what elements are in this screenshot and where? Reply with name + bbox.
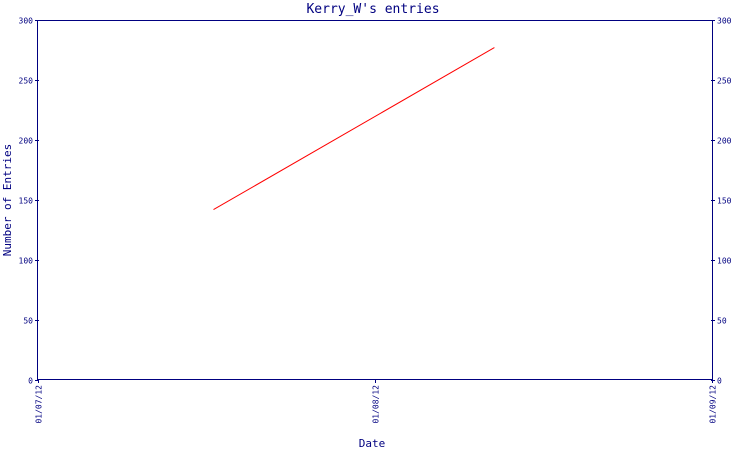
series-line-0 xyxy=(213,47,495,211)
y-tick-label-right: 50 xyxy=(717,317,727,326)
y-axis-left: 0 50 100 150 200 250 300 xyxy=(19,17,39,386)
plot-area-frame xyxy=(37,20,713,380)
y-tick-label-right: 200 xyxy=(717,137,732,146)
y-tick-label-right: 0 xyxy=(717,377,722,386)
y-tick-label-right: 250 xyxy=(717,77,732,86)
x-tick-label: 01/09/12 xyxy=(709,385,718,424)
x-axis-label: Date xyxy=(359,437,386,450)
series-layer xyxy=(213,47,495,211)
y-tick-label-right: 150 xyxy=(717,197,732,206)
y-tick-label-right: 100 xyxy=(717,257,732,266)
y-tick-label-left: 0 xyxy=(28,377,33,386)
y-tick-label-left: 250 xyxy=(19,77,34,86)
y-tick-label-right: 300 xyxy=(717,17,732,26)
y-tick-label-left: 50 xyxy=(23,317,33,326)
y-tick-label-left: 100 xyxy=(19,257,34,266)
y-tick-label-left: 300 xyxy=(19,17,34,26)
y-tick-label-left: 150 xyxy=(19,197,34,206)
chart-title: Kerry_W's entries xyxy=(306,2,439,17)
x-axis: 01/07/12 01/08/12 01/09/12 xyxy=(35,379,718,424)
y-axis-right: 0 50 100 150 200 250 300 xyxy=(711,17,732,386)
x-tick-label: 01/08/12 xyxy=(372,385,381,424)
y-tick-label-left: 200 xyxy=(19,137,34,146)
y-axis-label: Number of Entries xyxy=(1,144,14,257)
x-tick-label: 01/07/12 xyxy=(35,385,44,424)
